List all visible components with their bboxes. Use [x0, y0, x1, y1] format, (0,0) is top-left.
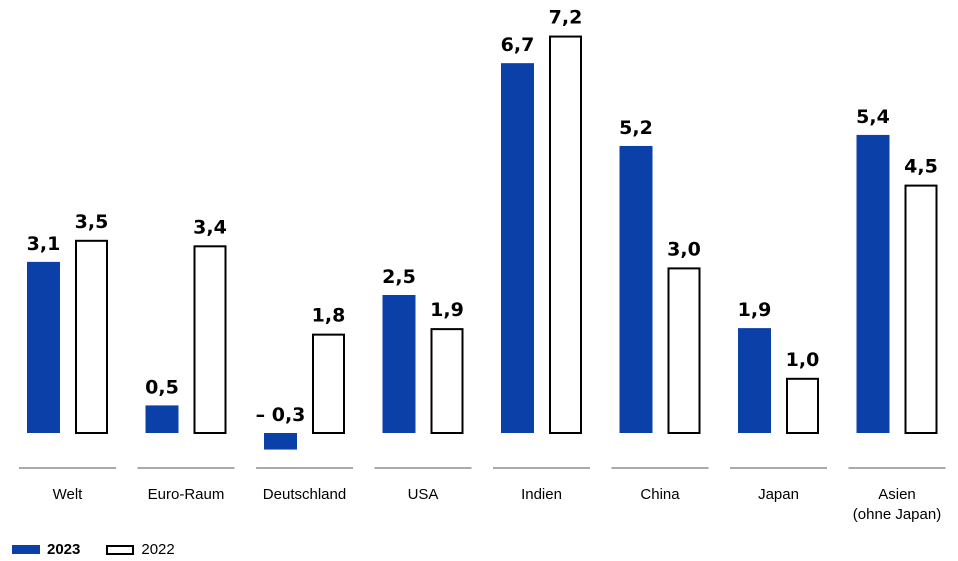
bar-2022 — [904, 184, 938, 434]
bar-2022 — [549, 35, 582, 435]
value-label-2023: 2,5 — [382, 266, 416, 288]
bar-2022 — [75, 239, 108, 434]
bar-2023 — [619, 145, 653, 433]
value-label-2023: 6,7 — [501, 34, 535, 56]
value-label-2023: 5,4 — [856, 106, 890, 128]
value-label-2022: 1,0 — [786, 349, 820, 371]
value-label-2022: 4,5 — [904, 156, 938, 178]
bar-2023 — [145, 405, 179, 433]
legend-swatch-2023 — [12, 545, 40, 554]
category-label: Welt — [53, 486, 84, 503]
legend: 2023 2022 — [12, 541, 201, 558]
category-label: USA — [408, 486, 439, 503]
value-label-2022: 1,8 — [312, 305, 346, 327]
category-label: Indien — [521, 486, 562, 503]
value-label-2022: 1,9 — [430, 299, 464, 321]
bar-2023 — [856, 134, 890, 434]
category-label: Japan — [758, 486, 799, 503]
value-label-2022: 3,5 — [75, 211, 109, 233]
value-label-2022: 3,0 — [667, 238, 701, 260]
legend-swatch-2022 — [106, 544, 135, 555]
value-label-2023: 3,1 — [27, 233, 61, 255]
value-label-2022: 3,4 — [193, 216, 227, 238]
category-label: Deutschland — [263, 486, 346, 503]
value-label-2023: 1,9 — [738, 299, 772, 321]
value-label-2023: – 0,3 — [256, 404, 306, 426]
category-label: Asien (ohne Japan) — [853, 486, 941, 523]
bar-2023 — [382, 295, 416, 433]
value-label-2023: 0,5 — [145, 376, 179, 398]
bar-2022 — [430, 328, 464, 434]
bar-2023 — [264, 433, 297, 450]
bar-2022 — [667, 267, 701, 434]
bar-2022 — [193, 245, 227, 434]
bar-2022 — [786, 377, 819, 434]
category-label: Euro-Raum — [148, 486, 225, 503]
legend-item-2022: 2022 — [106, 541, 175, 558]
value-label-2023: 5,2 — [619, 117, 653, 139]
bar-2022 — [312, 333, 345, 435]
bar-2023 — [738, 328, 771, 433]
bar-2023 — [501, 63, 534, 433]
legend-item-2023: 2023 — [12, 541, 80, 558]
category-label: China — [640, 486, 680, 503]
value-label-2022: 7,2 — [549, 7, 583, 29]
bar-chart: Welt 3,1 3,5 Euro-Raum 0,5 3,4 Deutschland – 0,… — [19, 7, 946, 523]
legend-label-2023: 2023 — [47, 541, 81, 558]
bar-2023 — [27, 261, 60, 433]
legend-label-2022: 2022 — [141, 541, 175, 558]
